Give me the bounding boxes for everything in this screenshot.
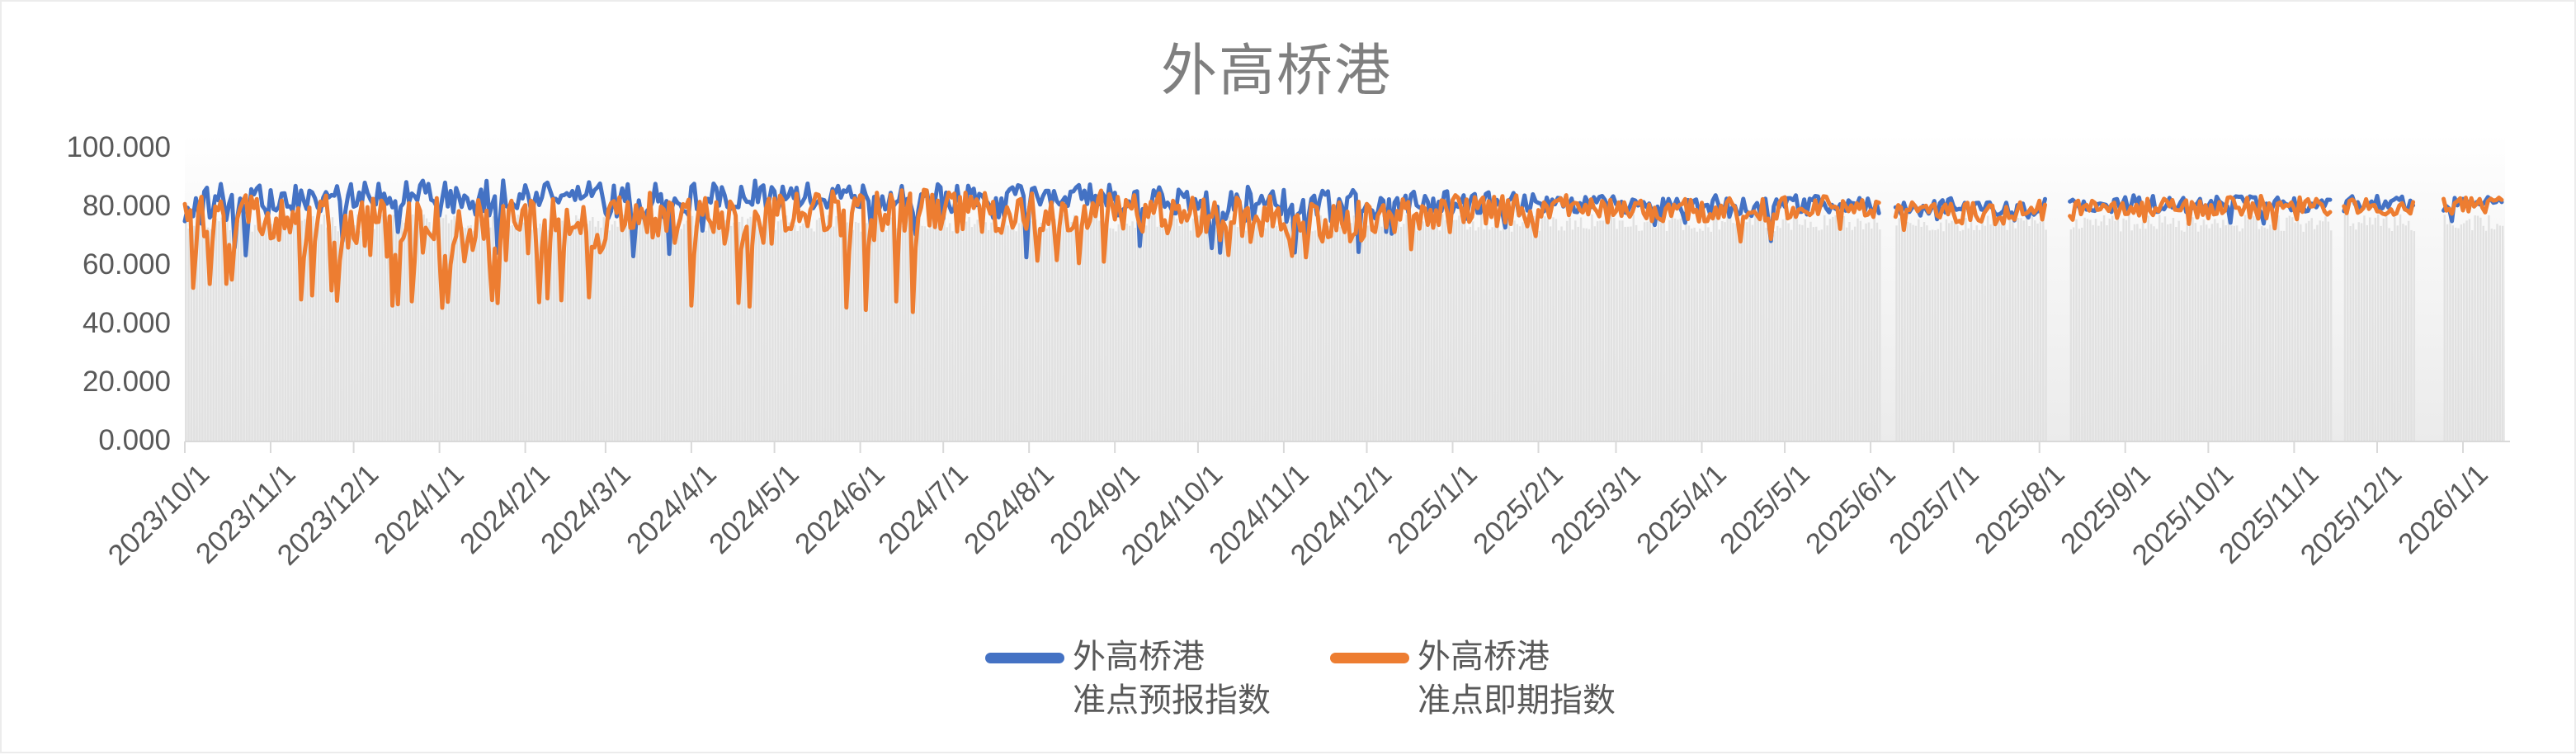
- y-axis-label: 40.000: [82, 306, 171, 339]
- legend-item-spot: 外高桥港 准点即期指数: [1330, 635, 1616, 723]
- y-axis-label: 80.000: [82, 189, 171, 222]
- spot-index-line-series: [182, 187, 2504, 314]
- legend-label-spot-line2: 准点即期指数: [1418, 682, 1616, 719]
- legend-label-spot-line1: 外高桥港: [1418, 639, 1550, 675]
- legend-item-forecast: 外高桥港 准点预报指数: [985, 635, 1271, 723]
- y-axis-label: 0.000: [98, 424, 171, 456]
- y-axis-label: 20.000: [82, 365, 171, 398]
- legend-label-forecast: 外高桥港 准点预报指数: [1073, 635, 1271, 723]
- spot-line-legend-marker: [1330, 653, 1409, 663]
- legend-label-spot: 外高桥港 准点即期指数: [1418, 635, 1616, 723]
- legend-label-forecast-line2: 准点预报指数: [1073, 682, 1271, 719]
- forecast-line-legend-marker: [985, 653, 1064, 663]
- legend-label-forecast-line1: 外高桥港: [1073, 639, 1205, 675]
- chart-title: 外高桥港: [1160, 40, 1392, 102]
- legend: 外高桥港 准点预报指数 外高桥港 准点即期指数: [985, 635, 1616, 723]
- y-axis-label: 60.000: [82, 248, 171, 281]
- daily-columns-series: [185, 214, 2504, 441]
- y-axis-label: 100.000: [66, 130, 171, 163]
- x-axis-tick-marks: [184, 441, 2464, 453]
